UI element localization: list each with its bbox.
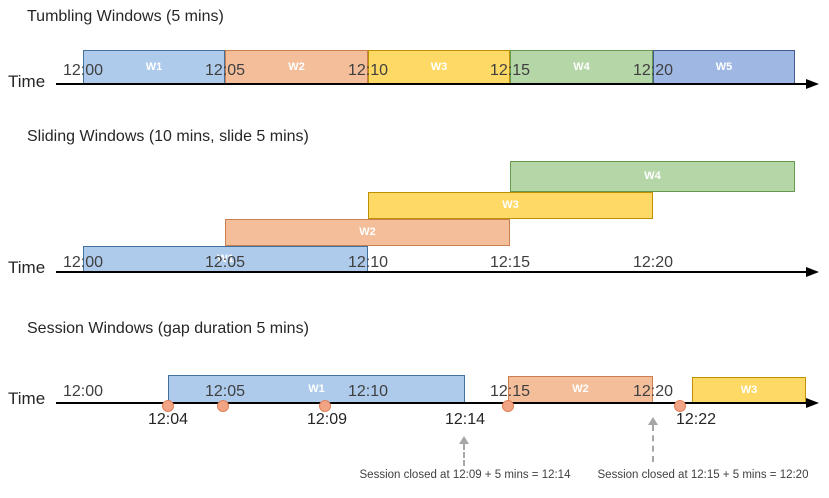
window-label-w3: W3 <box>502 199 519 211</box>
axis-tick-label: 12:00 <box>62 254 104 271</box>
window-w4 <box>510 50 653 84</box>
event-dot <box>319 400 331 412</box>
axis-tick-label: 12:20 <box>632 254 674 271</box>
axis-tick-label: 12:00 <box>62 383 104 400</box>
event-time-label: 12:14 <box>444 411 486 428</box>
window-w4 <box>510 161 795 192</box>
window-label-w1: W1 <box>308 382 325 395</box>
window-label-w1: W1 <box>217 252 234 265</box>
section-title-session: Session Windows (gap duration 5 mins) <box>27 320 309 337</box>
window-label-w4: W4 <box>644 170 661 182</box>
event-time-label: 12:04 <box>147 411 189 428</box>
time-axis-label: Time <box>8 258 46 277</box>
callout-arrow-line <box>652 425 654 462</box>
event-time-label: 12:22 <box>675 411 717 428</box>
window-label-w3: W3 <box>740 383 758 396</box>
axis-tick-label: 12:15 <box>489 254 531 271</box>
window-w3 <box>368 50 510 84</box>
window-label-w4: W4 <box>573 60 590 73</box>
window-w5 <box>653 50 795 84</box>
axis-arrow-icon <box>806 267 819 277</box>
axis-arrow-icon <box>806 398 819 408</box>
axis-tick-label: 12:20 <box>632 383 674 400</box>
window-w1 <box>83 50 225 84</box>
axis-tick-label: 12:10 <box>347 254 389 271</box>
axis-tick-label: 12:00 <box>62 62 104 79</box>
callout-text: Session closed at 12:09 + 5 mins = 12:14 <box>359 469 571 481</box>
axis-tick-label: 12:05 <box>204 62 246 79</box>
axis-tick-label: 12:15 <box>489 383 531 400</box>
axis-tick-label: 12:15 <box>489 62 531 79</box>
time-axis <box>56 83 806 85</box>
window-w2 <box>508 376 653 403</box>
window-label-w3: W3 <box>430 60 448 73</box>
section-title-sliding: Sliding Windows (10 mins, slide 5 mins) <box>27 128 309 145</box>
event-time-label: 12:09 <box>306 411 348 428</box>
window-w3 <box>692 377 806 403</box>
window-w2 <box>225 219 510 246</box>
axis-tick-label: 12:20 <box>632 62 674 79</box>
event-dot <box>162 400 174 412</box>
window-label-w2: W2 <box>359 226 376 238</box>
time-axis <box>56 402 806 404</box>
time-axis <box>56 271 806 273</box>
window-w3 <box>368 192 653 219</box>
axis-tick-label: 12:05 <box>204 383 246 400</box>
section-title-tumbling: Tumbling Windows (5 mins) <box>27 8 224 25</box>
axis-arrow-icon <box>806 79 819 89</box>
axis-tick-label: 12:05 <box>204 254 246 271</box>
event-dot <box>217 400 229 412</box>
event-dot <box>674 400 686 412</box>
callout-arrow-icon <box>459 436 469 444</box>
time-axis-label: Time <box>8 72 46 91</box>
window-label-w2: W2 <box>288 60 305 73</box>
window-w1 <box>83 246 368 272</box>
callout-arrow-line <box>463 444 465 466</box>
window-label-w5: W5 <box>715 60 733 73</box>
callout-text: Session closed at 12:15 + 5 mins = 12:20 <box>597 469 809 481</box>
event-dot <box>502 400 514 412</box>
window-label-w2: W2 <box>572 383 589 395</box>
axis-tick-label: 12:10 <box>347 62 389 79</box>
callout-arrow-icon <box>648 417 658 425</box>
window-label-w1: W1 <box>145 60 163 73</box>
time-axis-label: Time <box>8 389 46 408</box>
axis-tick-label: 12:10 <box>347 383 389 400</box>
